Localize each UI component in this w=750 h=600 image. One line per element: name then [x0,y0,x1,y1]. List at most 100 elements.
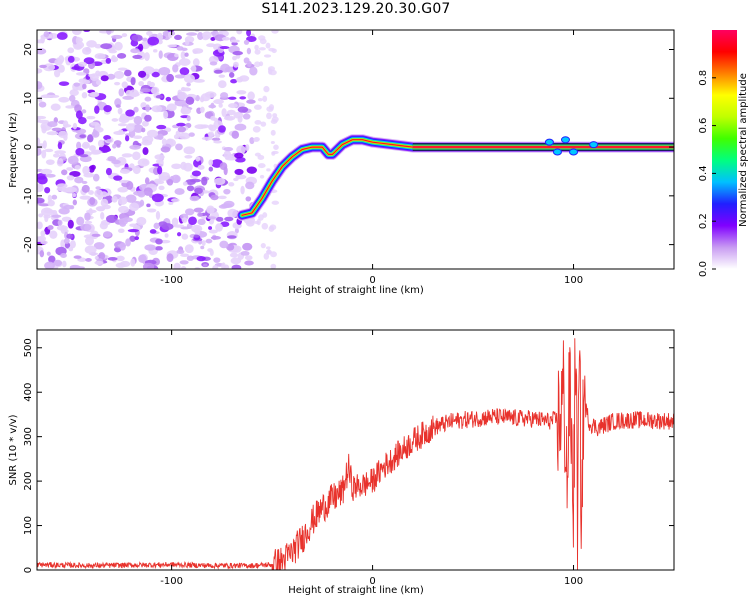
noise-blob [249,137,255,145]
noise-blob [68,246,74,252]
noise-blob [165,96,172,102]
noise-blob [224,216,234,222]
noise-blob [136,216,147,226]
noise-blob [37,147,42,156]
noise-blob [117,228,125,233]
noise-blob [125,89,133,97]
noise-blob [223,264,230,269]
noise-blob [90,164,96,171]
noise-blob [209,61,218,66]
noise-blob [233,177,239,182]
noise-blob [144,96,152,102]
noise-blob [260,242,266,249]
noise-blob [81,92,88,99]
y-tick-label: 0 [23,144,34,150]
noise-blob [266,249,272,255]
noise-blob [47,225,54,231]
noise-blob [84,212,91,221]
noise-blob [158,185,165,191]
noise-blob [146,203,151,208]
spectrogram-y-label: Frequency (Hz) [8,112,19,188]
noise-blob [144,52,150,61]
noise-blob [58,81,70,86]
noise-blob [52,209,58,215]
noise-blob [208,124,214,130]
noise-blob [242,113,251,120]
noise-blob [100,147,112,153]
noise-blob [171,198,180,203]
noise-blob [65,186,77,193]
noise-blob [98,252,106,260]
noise-blob [167,44,178,48]
ridge-flat-core [412,145,674,149]
noise-blob [126,181,134,190]
ridge-disturbance [544,138,554,146]
noise-blob [130,258,136,267]
noise-blob [212,265,219,269]
noise-blob [45,159,55,165]
ridge-disturbance [552,148,562,156]
noise-blob [89,73,99,81]
noise-blob [228,103,238,109]
noise-blob [263,85,270,93]
noise-blob [133,106,139,113]
noise-blob [265,42,271,49]
noise-blob [178,132,191,140]
noise-blob [142,147,149,156]
noise-blob [268,104,275,111]
noise-blob [270,140,275,144]
noise-blob [147,36,160,46]
noise-blobs [37,30,280,269]
noise-blob [100,75,109,82]
noise-blob [40,230,46,237]
noise-blob [88,190,94,195]
noise-blob [180,51,186,60]
noise-blob [58,130,68,139]
noise-blob [146,208,157,213]
noise-blob [82,165,90,175]
spectrogram-y-ticks: -20 -10 0 10 20 [23,43,674,253]
noise-blob [263,54,272,58]
noise-blob [139,88,152,93]
noise-blob [67,155,79,165]
noise-blob [125,123,135,132]
noise-blob [211,137,221,141]
noise-blob [49,230,58,239]
noise-blob [261,222,269,230]
noise-blob [246,30,252,37]
noise-blob [37,183,44,193]
noise-blob [46,131,59,136]
x-tick-label: 100 [564,275,583,286]
noise-blob [265,246,271,250]
noise-blob [132,165,141,175]
ridge-disturbance [569,148,579,156]
noise-blob [132,135,143,140]
noise-blob [186,185,195,192]
noise-blob [246,166,257,174]
noise-blob [247,91,255,101]
noise-blob [240,185,245,195]
noise-blob [174,34,182,41]
noise-blob [144,114,152,122]
noise-blob [106,214,118,223]
snr-panel: -100 0 100 0 100 200 300 400 500 Height of stra… [8,329,675,596]
noise-blob [142,262,155,269]
noise-blob [57,142,63,150]
noise-blob [207,216,217,220]
noise-blob [219,240,229,249]
noise-blob [73,255,82,259]
noise-blob [124,135,130,142]
noise-blob [194,227,201,235]
y-tick-label: 20 [23,43,34,56]
noise-blob [111,118,119,122]
noise-blob [94,256,99,260]
noise-blob [103,231,112,238]
noise-blob [103,105,112,113]
noise-blob [269,224,277,231]
noise-blob [183,74,195,84]
noise-blob [100,43,113,50]
y-tick-label: 300 [23,427,34,446]
noise-blob [200,93,211,102]
snr-y-ticks: 0 100 200 300 400 500 [23,338,674,573]
snr-line [37,338,674,570]
